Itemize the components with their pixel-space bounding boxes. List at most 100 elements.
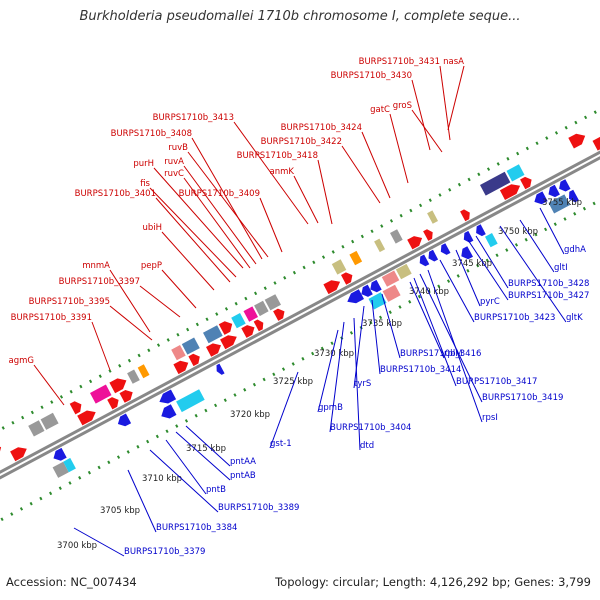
gene-leader-line: [155, 197, 231, 283]
forward-gene-inner-3: [119, 390, 133, 403]
gene-label: BURPS1710b_3397: [59, 277, 140, 287]
gene-leader-line: [91, 321, 111, 371]
gene-label: BURPS1710b_3413: [153, 113, 234, 123]
gene-leader-line: [419, 273, 483, 403]
reverse-gene-inner-6: [370, 279, 382, 293]
forward-gene-outer-7: [137, 364, 150, 379]
gene-label: ubiH: [142, 223, 162, 233]
forward-gene-outer-18: [374, 238, 386, 253]
reverse-gene-inner-14: [534, 191, 548, 205]
gene-leader-line: [233, 121, 309, 225]
forward-gene-inner-10: [273, 308, 285, 321]
scale-tick-label: 3755 kbp: [542, 198, 582, 208]
forward-gene-outer-13: [243, 306, 258, 322]
gene-leader-line: [185, 425, 231, 467]
forward-gene-outer-14: [254, 300, 269, 317]
forward-gene-inner-15: [460, 209, 470, 222]
scale-tick-label: 3715 kbp: [186, 444, 226, 454]
gene-leader-line: [361, 131, 391, 199]
gene-label: BURPS1710b_3417: [456, 377, 537, 387]
gene-label: tyrS: [354, 379, 371, 389]
gene-label: BURPS1710b_3409: [179, 189, 260, 199]
gene-leader-line: [329, 321, 345, 433]
reverse-gene-outer-3: [176, 389, 205, 413]
scale-tick-label: 3700 kbp: [57, 541, 97, 551]
reverse-gene-outer-8: [548, 194, 570, 214]
forward-tick-track: [0, 107, 600, 432]
forward-gene-outer-6: [127, 369, 140, 384]
scale-tick-label: 3745 kbp: [452, 259, 492, 269]
forward-gene-inner-0: [10, 447, 27, 462]
gene-leader-line: [183, 177, 251, 269]
reverse-gene-inner-10: [428, 249, 439, 262]
gene-leader-line: [317, 329, 339, 413]
gene-leader-line: [175, 431, 231, 481]
gene-label: pntAB: [230, 471, 256, 481]
reverse-gene-inner-3: [216, 363, 225, 375]
gene-leader-line: [411, 79, 431, 151]
forward-gene-outer-12: [231, 313, 246, 329]
gene-label: mnmA: [82, 261, 110, 271]
gene-leader-line: [183, 165, 257, 265]
gene-label: pntAA: [230, 457, 256, 467]
gene-label: gltI: [554, 263, 568, 273]
gene-leader-line: [109, 305, 153, 341]
reverse-gene-inner-8: [395, 263, 412, 280]
gene-leader-line: [187, 151, 269, 258]
reverse-gene-inner-11: [440, 243, 451, 255]
gene-label: BURPS1710b_3422: [261, 137, 342, 147]
gene-leader-line: [161, 231, 215, 291]
gene-leader-line: [353, 317, 361, 451]
scale-tick-label: 3710 kbp: [142, 474, 182, 484]
gene-label: BURPS1710b_3431: [359, 57, 440, 67]
gene-label: BURPS1710b_3379: [124, 547, 205, 557]
reverse-gene-inner-2: [159, 389, 177, 404]
forward-gene-inner-9: [253, 319, 264, 332]
forward-gene-outer-21: [480, 171, 511, 196]
reverse-gene-inner-15: [548, 184, 560, 198]
forward-gene-inner-13: [407, 236, 423, 250]
gene-leader-line: [467, 239, 509, 301]
gene-label: BURPS1710b_3419: [482, 393, 563, 403]
gene-label: BURPS1710b_3424: [281, 123, 362, 133]
gene-label: BURPS1710b_3428: [508, 279, 589, 289]
gene-leader-line: [153, 167, 244, 269]
gene-leader-line: [149, 187, 237, 278]
forward-gene-outer-15: [264, 294, 281, 311]
forward-gene-inner-1: [77, 410, 96, 426]
gene-leader-line: [149, 449, 219, 513]
forward-gene-inner-6: [206, 343, 221, 357]
reverse-gene-inner-0: [53, 447, 67, 461]
gene-leader-line: [447, 65, 465, 131]
gene-leader-line: [165, 439, 207, 495]
forward-gene-inner-11: [323, 280, 341, 295]
gene-leader-line: [371, 299, 381, 375]
gene-label: gst-1: [270, 439, 292, 449]
gene-leader-line: [341, 145, 381, 204]
forward-gene-outer-9: [181, 337, 200, 355]
gene-leader-line: [411, 109, 443, 153]
forward-gene-inner-12: [341, 272, 353, 285]
gene-label: ruvA: [164, 157, 184, 167]
scale-tick-label: 3725 kbp: [273, 377, 313, 387]
gene-leader-line: [439, 259, 475, 323]
reverse-gene-inner-9: [419, 254, 430, 267]
forward-gene-outer-23: [568, 133, 586, 149]
reverse-gene-outer-6: [461, 246, 473, 260]
backbone-lower: [0, 156, 600, 480]
forward-gene-inner-8: [241, 325, 255, 338]
reverse-gene-outer-7: [485, 233, 498, 248]
forward-gene-outer-0: [0, 446, 2, 452]
gene-leader-line: [161, 269, 197, 309]
gene-label: dtd: [360, 441, 374, 451]
reverse-gene-inner-4: [347, 289, 364, 304]
gene-leader-line: [73, 527, 125, 557]
reverse-gene-outer-2: [161, 404, 177, 419]
gene-label: rplM: [444, 349, 463, 359]
gene-label: gltK: [566, 313, 583, 323]
forward-gene-inner-5: [188, 353, 200, 367]
forward-gene-inner-18: [592, 136, 600, 151]
gene-label: BURPS1710b_3416: [400, 349, 481, 359]
gene-label: BURPS1710b_3395: [29, 297, 110, 307]
